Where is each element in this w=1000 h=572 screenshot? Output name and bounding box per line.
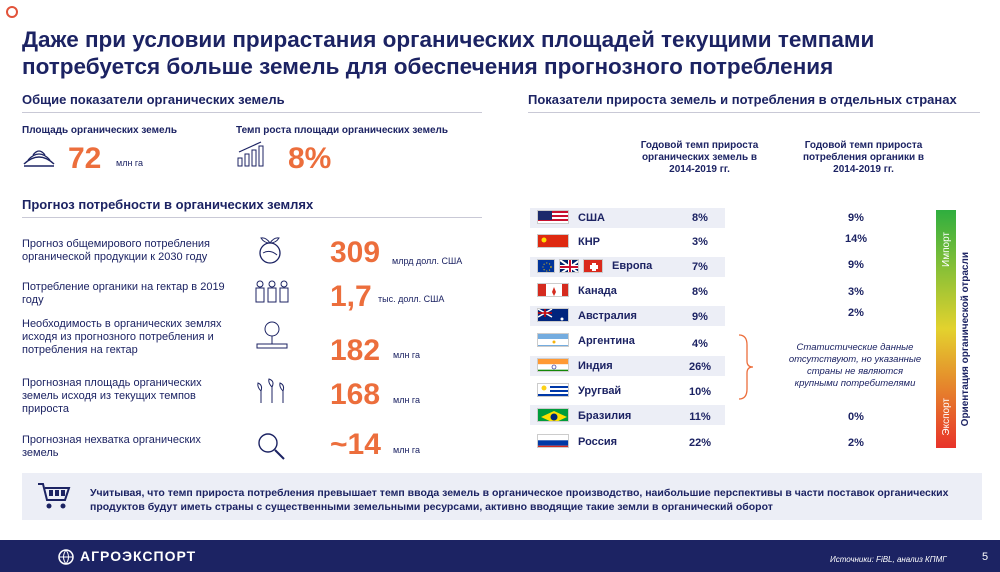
orientation-gradient-bar (936, 210, 956, 448)
field-icon (23, 150, 55, 167)
forecast-unit: млн га (393, 445, 420, 455)
forecast-row-label: Прогнозная площадь органических земель и… (22, 377, 202, 415)
row-background (530, 356, 725, 376)
flag-india-icon (537, 358, 569, 372)
flag-switzerland-icon (583, 259, 603, 273)
forecast-unit: млн га (393, 350, 420, 360)
divider (22, 217, 482, 218)
area-label: Площадь органических земель (22, 125, 178, 136)
forecast-unit: млрд долл. США (392, 256, 463, 266)
shopping-cart-icon (38, 483, 71, 509)
country-name: Индия (578, 360, 613, 372)
country-name: КНР (578, 236, 600, 248)
forecast-value: 1,7 (330, 280, 372, 313)
section-forecast-heading: Прогноз потребности в органических земля… (22, 197, 314, 212)
divider (22, 112, 482, 113)
forecast-value: ~14 (330, 428, 381, 461)
land-growth-value: 4% (692, 338, 708, 350)
flag-argentina-icon (537, 333, 569, 347)
forecast-row-label: Прогноз общемирового потребления органич… (22, 238, 211, 263)
section-general-heading: Общие показатели органических земель (22, 92, 285, 107)
land-growth-value: 9% (692, 311, 708, 323)
country-name: Россия (578, 436, 618, 448)
conclusion-text: Учитывая, что темп прироста потребления … (90, 487, 949, 513)
flag-eu-icon (537, 259, 555, 273)
row-background (530, 208, 725, 228)
magnifier-icon (258, 433, 285, 460)
sources-text: Источники: FiBL, анализ КПМГ (830, 555, 947, 564)
country-name: США (578, 212, 605, 224)
row-background (530, 306, 725, 326)
page-number: 5 (982, 551, 989, 563)
land-growth-value: 8% (692, 286, 708, 298)
divider (528, 112, 980, 113)
row-background (530, 405, 725, 425)
growth-chart-icon (237, 141, 264, 167)
brand-name: АГРОЭКСПОРТ (80, 548, 197, 564)
land-growth-value: 11% (689, 411, 711, 423)
land-growth-value: 8% (692, 212, 708, 224)
land-growth-value: 10% (688, 386, 712, 398)
brand-logo-icon (58, 549, 74, 565)
flag-usa-icon (537, 210, 569, 224)
country-name: Канада (578, 285, 617, 297)
forecast-row-label: Потребление органики на гектар в 2019 го… (22, 281, 225, 306)
forecast-unit: тыс. долл. США (378, 294, 445, 304)
footer-bar (0, 540, 1000, 572)
consumption-growth-value: 2% (848, 437, 864, 449)
brace-icon (738, 334, 754, 400)
conclusion-box (22, 473, 982, 520)
orientation-axis-title: Ориентация органической отрасли (960, 252, 971, 427)
flag-uk-icon (559, 259, 579, 273)
sprouts-icon (257, 378, 285, 403)
forecast-value: 309 (330, 236, 381, 269)
flag-russia-icon (537, 434, 569, 448)
flag-australia-icon (537, 308, 569, 322)
section-countries-heading: Показатели прироста земель и потребления… (528, 92, 957, 107)
people-icon (255, 280, 289, 303)
consumption-growth-value: 9% (848, 212, 864, 224)
area-unit: млн га (116, 158, 143, 168)
country-name: Австралия (578, 310, 637, 322)
export-label: Экспорт (941, 398, 952, 436)
forecast-row-label: Прогнозная нехватка органических земель (22, 434, 201, 459)
corner-logo-icon (6, 6, 18, 18)
growth-label: Темп роста площади органических земель (236, 125, 449, 136)
consumption-growth-value: 14% (844, 233, 868, 245)
forecast-row-label: Необходимость в органических землях исхо… (22, 318, 222, 356)
land-growth-value: 3% (692, 236, 708, 248)
consumption-growth-value: 0% (848, 411, 864, 423)
flag-brazil-icon (537, 408, 569, 422)
country-name: Европа (612, 260, 653, 272)
land-growth-value: 22% (688, 437, 712, 449)
column-header-land: Годовой темп прироста органических земел… (640, 140, 759, 175)
consumption-growth-value: 2% (848, 307, 864, 319)
no-data-note: Статистические данные отсутствуют, но ук… (788, 342, 922, 389)
flag-uruguay-icon (537, 383, 569, 397)
flag-china-icon (537, 234, 569, 248)
import-label: Импорт (941, 232, 952, 267)
globe-plant-icon (259, 237, 281, 264)
tree-field-icon (256, 321, 288, 349)
growth-value: 8% (288, 142, 332, 175)
slide-title: Даже при условии прирастания органически… (22, 27, 875, 79)
consumption-growth-value: 9% (848, 259, 864, 271)
flag-canada-icon (537, 283, 569, 297)
forecast-value: 168 (330, 378, 381, 411)
column-header-consumption: Годовой темп прироста потребления органи… (802, 140, 925, 175)
land-growth-value: 26% (688, 361, 712, 373)
forecast-value: 182 (330, 334, 381, 367)
country-name: Бразилия (578, 410, 632, 422)
area-value: 72 (68, 142, 102, 175)
country-name: Уругвай (578, 385, 622, 397)
country-name: Аргентина (578, 335, 635, 347)
forecast-unit: млн га (393, 395, 420, 405)
consumption-growth-value: 3% (848, 286, 864, 298)
land-growth-value: 7% (692, 261, 708, 273)
